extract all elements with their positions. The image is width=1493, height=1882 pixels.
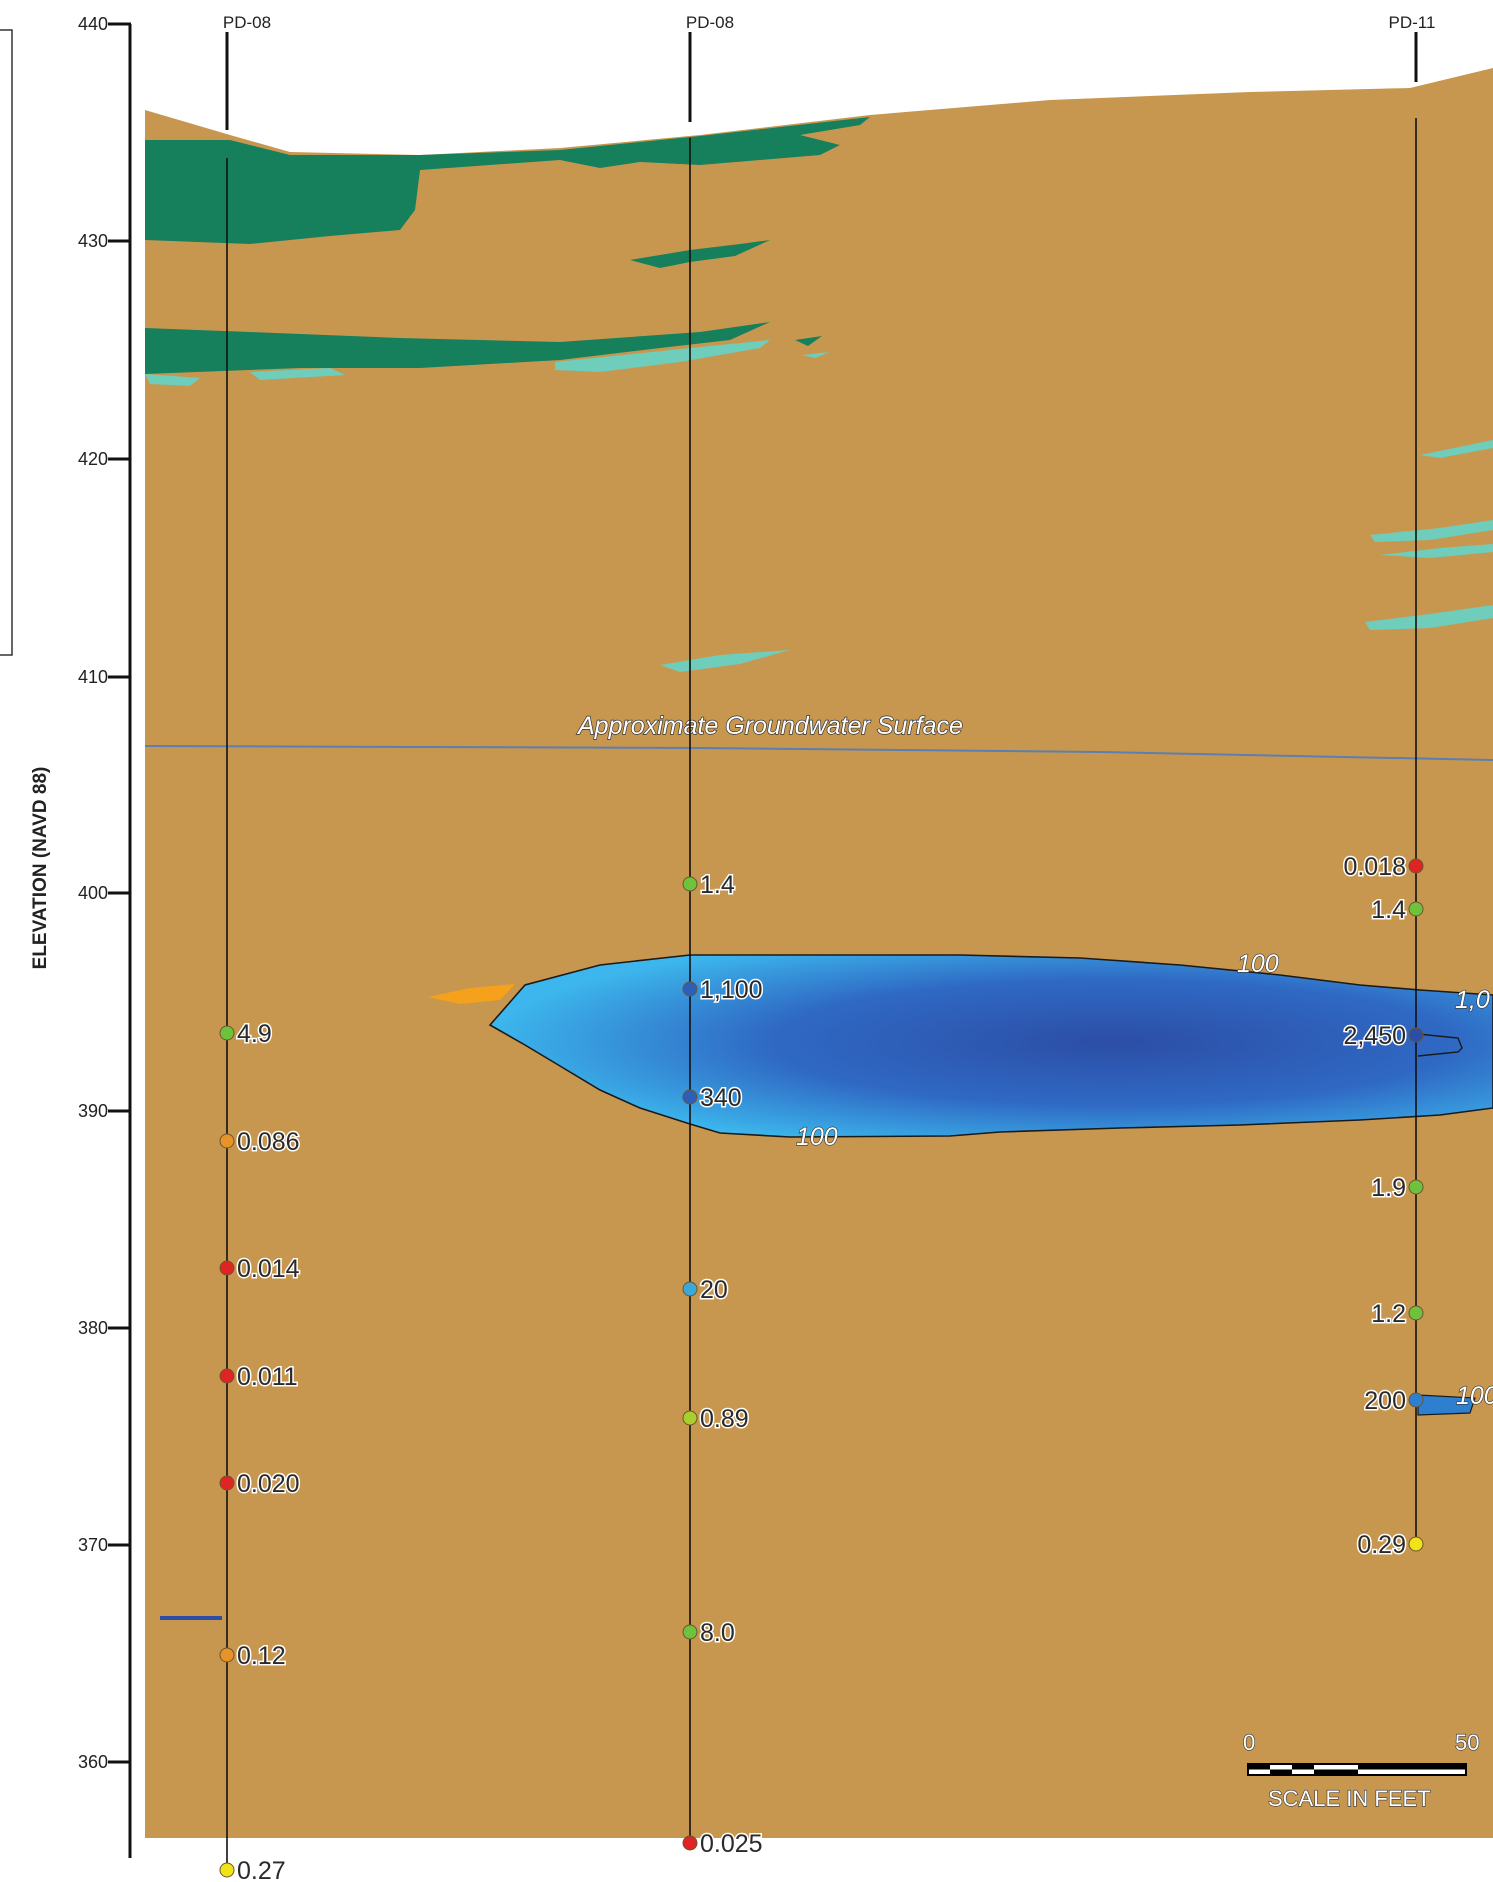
sample-value-label: 0.27 bbox=[237, 1857, 286, 1882]
silt-lens-9 bbox=[1365, 605, 1493, 630]
elevation-ticks: 440 430 420 410 400 390 380 370 360 bbox=[78, 14, 131, 1772]
clay-lens-upper bbox=[145, 117, 870, 244]
contour-label-lower: 100 bbox=[796, 1123, 838, 1151]
sample-value-label: 0.018 bbox=[1343, 853, 1406, 881]
sample-point bbox=[1408, 1179, 1424, 1195]
scale-caption: SCALE IN FEET bbox=[1268, 1786, 1431, 1811]
plume-core-outline bbox=[1417, 1033, 1463, 1057]
silt-lens-8 bbox=[1380, 544, 1493, 558]
sample-point bbox=[219, 1368, 235, 1384]
elevation-tick-label: 390 bbox=[78, 1101, 108, 1121]
contour-label-upper: 100 bbox=[1237, 950, 1279, 978]
silt-lens-7 bbox=[1370, 520, 1493, 542]
groundwater-surface-line bbox=[144, 745, 1493, 761]
silt-lens-2 bbox=[250, 368, 345, 380]
scale-zero-label: 0 bbox=[1243, 1730, 1255, 1755]
sample-value-label: 0.011 bbox=[237, 1363, 298, 1391]
sample-point bbox=[682, 1089, 698, 1105]
wells: PD-084.90.0860.0140.0110.0200.120.27PD-0… bbox=[219, 13, 1436, 1882]
sample-value-label: 2,450 bbox=[1343, 1022, 1406, 1050]
scale-fifty-label: 50 bbox=[1455, 1730, 1479, 1755]
sample-point bbox=[219, 1475, 235, 1491]
plume-lower-lens bbox=[1417, 1394, 1476, 1416]
sample-value-label: 1.4 bbox=[700, 871, 735, 899]
contour-label-right-lower: 100 bbox=[1456, 1382, 1493, 1410]
elevation-axis-title: ELEVATION (NAVD 88) bbox=[30, 767, 51, 970]
sample-point bbox=[1408, 1392, 1424, 1408]
plume-main bbox=[488, 954, 1493, 1138]
sample-value-label: 20 bbox=[700, 1276, 728, 1304]
elevation-tick-label: 400 bbox=[78, 883, 108, 903]
sample-point bbox=[219, 1133, 235, 1149]
scale-bar: 0 50 SCALE IN FEET bbox=[1242, 1729, 1480, 1811]
sample-value-label: 8.0 bbox=[700, 1619, 735, 1647]
well-name-label: PD-08 bbox=[686, 13, 734, 32]
elevation-tick-label: 420 bbox=[78, 449, 108, 469]
sample-value-label: 200 bbox=[1364, 1387, 1406, 1415]
elevation-tick-label: 380 bbox=[78, 1318, 108, 1338]
well-2: PD-08 1.4 1,100 340 20 0.89 8.0 0.025 bbox=[682, 13, 764, 1860]
clay-lens-sliver bbox=[795, 336, 822, 346]
sample-point bbox=[682, 1624, 698, 1640]
silt-lens-5 bbox=[660, 650, 790, 672]
orange-wedge bbox=[428, 984, 515, 1004]
sample-value-label: 340 bbox=[700, 1084, 742, 1112]
sample-point bbox=[1408, 901, 1424, 917]
sample-value-label: 0.12 bbox=[237, 1642, 286, 1670]
well-1: PD-08 4.9 0.086 0.014 0.011 0.020 0.12 0.27 bbox=[219, 13, 301, 1882]
sample-point bbox=[682, 876, 698, 892]
sample-point bbox=[1408, 1536, 1424, 1552]
elevation-tick-label: 430 bbox=[78, 231, 108, 251]
well-name-label: PD-08 bbox=[223, 13, 271, 32]
sample-value-label: 0.89 bbox=[700, 1405, 749, 1433]
silt-lens-6 bbox=[1420, 440, 1493, 458]
sample-point bbox=[1408, 1027, 1424, 1043]
sample-point bbox=[682, 1281, 698, 1297]
sample-point bbox=[1408, 1305, 1424, 1321]
sample-point bbox=[682, 981, 698, 997]
elevation-tick-label: 440 bbox=[78, 14, 108, 34]
sample-point bbox=[219, 1647, 235, 1663]
well-3: PD-11 0.018 1.4 2,450 1.9 1.2 200 0.29 bbox=[1342, 13, 1436, 1561]
sample-point bbox=[682, 1835, 698, 1851]
elevation-tick-label: 360 bbox=[78, 1752, 108, 1772]
small-dark-lens bbox=[160, 1616, 222, 1620]
elevation-tick-label: 410 bbox=[78, 667, 108, 687]
soil-body bbox=[145, 68, 1493, 1838]
sample-value-label: 0.29 bbox=[1357, 1531, 1406, 1559]
sample-point bbox=[682, 1410, 698, 1426]
legend-frame bbox=[0, 29, 13, 656]
sample-value-label: 0.086 bbox=[237, 1128, 300, 1156]
groundwater-label: Approximate Groundwater Surface bbox=[576, 712, 963, 740]
sample-value-label: 0.014 bbox=[237, 1255, 300, 1283]
sample-value-label: 1,100 bbox=[700, 976, 763, 1004]
sample-value-label: 0.020 bbox=[237, 1470, 300, 1498]
clay-lens-mid bbox=[145, 322, 770, 374]
sample-value-label: 1.2 bbox=[1371, 1300, 1406, 1328]
sample-value-label: 4.9 bbox=[237, 1020, 272, 1048]
elevation-tick-label: 370 bbox=[78, 1535, 108, 1555]
sample-value-label: 1.4 bbox=[1371, 896, 1406, 924]
clay-lens-thin bbox=[630, 240, 770, 268]
sample-value-label: 0.025 bbox=[700, 1830, 763, 1858]
sample-point bbox=[219, 1260, 235, 1276]
silt-lens-1 bbox=[145, 374, 200, 386]
sample-point bbox=[219, 1025, 235, 1041]
silt-lens-3 bbox=[555, 340, 770, 372]
sample-point bbox=[219, 1862, 235, 1878]
silt-lens-4 bbox=[802, 352, 830, 358]
well-name-label: PD-11 bbox=[1389, 13, 1436, 32]
sample-point bbox=[1408, 858, 1424, 874]
contour-label-right-upper: 1,0 bbox=[1455, 986, 1490, 1014]
sample-value-label: 1.9 bbox=[1371, 1174, 1406, 1202]
